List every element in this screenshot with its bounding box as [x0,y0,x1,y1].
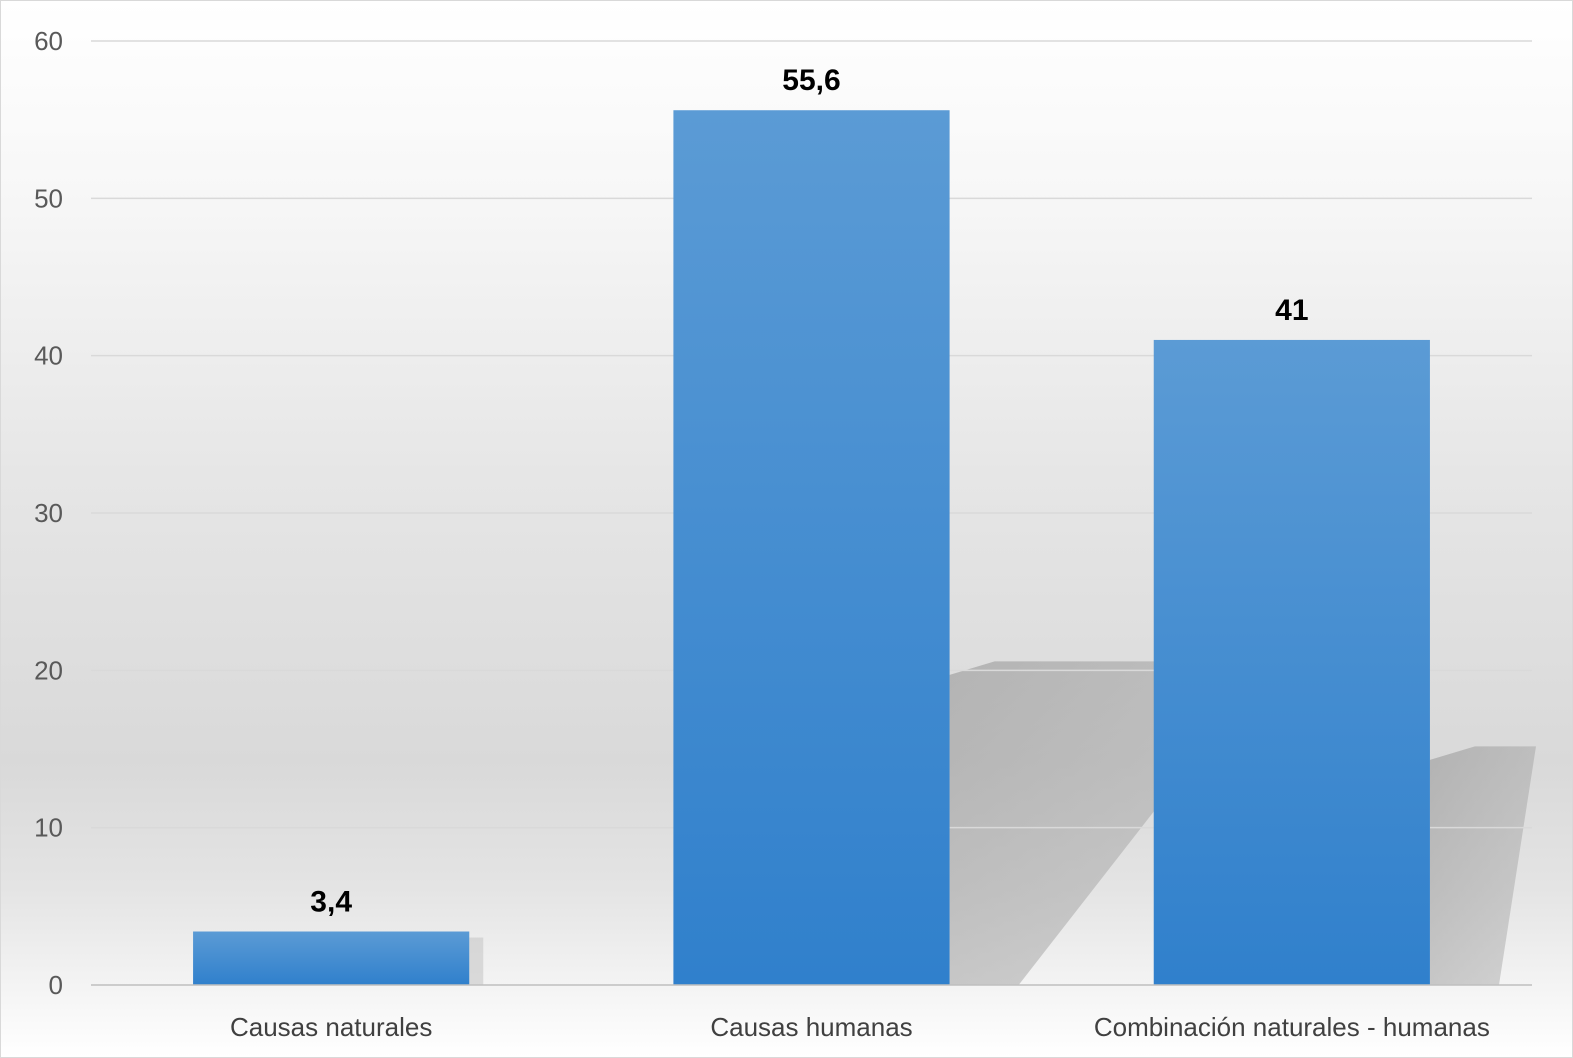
x-category-label: Causas humanas [710,1012,912,1042]
data-label: 3,4 [310,886,352,919]
data-label: 55,6 [782,64,840,97]
data-label: 41 [1275,294,1308,327]
x-category-label: Causas naturales [230,1012,432,1042]
y-axis-ticks: 0 10 20 30 40 50 60 [34,26,63,1000]
x-axis-categories: Causas naturales Causas humanas Combinació… [230,1012,1490,1042]
y-tick-label: 50 [34,183,63,213]
bars [193,110,1430,985]
y-tick-label: 40 [34,341,63,371]
y-tick-label: 30 [34,498,63,528]
bar-shadow [469,937,484,985]
bar-3 [1153,339,1430,985]
bar-1 [193,931,470,985]
y-tick-label: 10 [34,813,63,843]
y-tick-label: 60 [34,26,63,56]
x-category-label: Combinación naturales - humanas [1094,1012,1490,1042]
bar-shadow [1429,746,1536,985]
data-labels: 3,4 55,6 41 [310,64,1308,918]
y-tick-label: 0 [49,970,63,1000]
bar-2 [673,110,950,985]
y-tick-label: 20 [34,655,63,685]
